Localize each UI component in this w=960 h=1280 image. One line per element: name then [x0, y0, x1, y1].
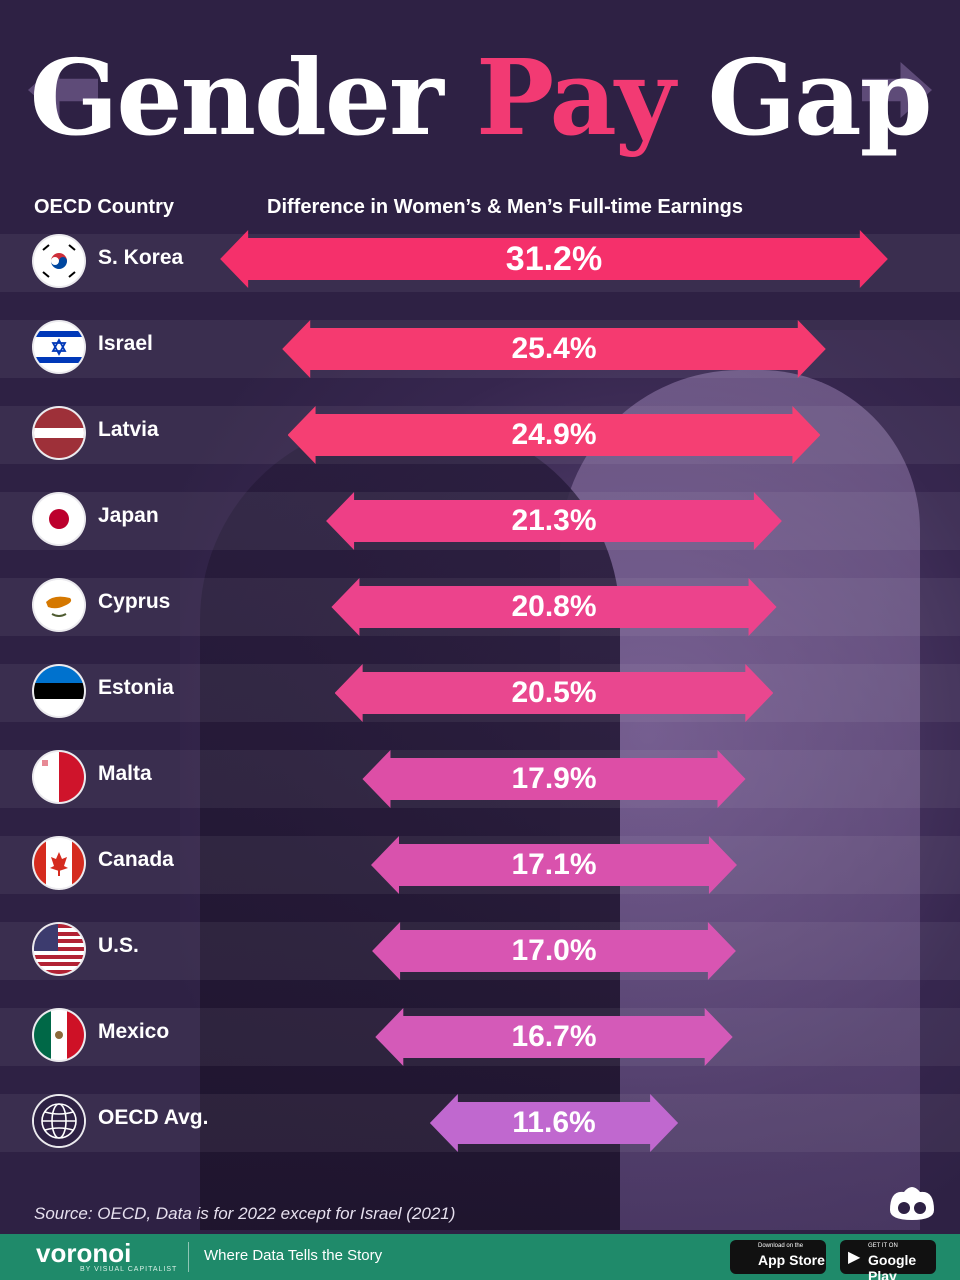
chart-row: Latvia 24.9% [0, 402, 960, 488]
lv-flag-icon [34, 408, 84, 458]
bar: 16.7% [375, 1008, 732, 1066]
bar: 24.9% [288, 406, 821, 464]
brand-subtitle: BY VISUAL CAPITALIST [80, 1266, 178, 1273]
chart-row: S. Korea 31.2% [0, 230, 960, 316]
chart-row: Canada 17.1% [0, 832, 960, 918]
bar: 20.5% [335, 664, 774, 722]
chart-row: Estonia 20.5% [0, 660, 960, 746]
ee-flag-icon [34, 666, 84, 716]
woman-silhouette [200, 420, 620, 1230]
country-label: Estonia [98, 676, 174, 699]
country-label: Japan [98, 504, 159, 527]
google-play-icon: ▶ [848, 1249, 861, 1266]
country-column-header: OECD Country [34, 196, 174, 218]
bar-value-label: 21.3% [511, 504, 597, 537]
bar-arrow-shape [220, 230, 888, 288]
chart-row: OECD Avg. 11.6% [0, 1090, 960, 1176]
country-label: Israel [98, 332, 153, 355]
google-play-button[interactable]: ▶ GET IT ON Google Play [840, 1240, 936, 1280]
google-play-label: Google Play [868, 1252, 917, 1280]
bar: 21.3% [326, 492, 782, 550]
il-flag-icon [34, 322, 84, 372]
cy-flag-icon [34, 580, 84, 630]
bar-value-label: 20.5% [511, 676, 597, 709]
bar-value-label: 20.8% [511, 590, 597, 623]
bar: 17.9% [362, 750, 745, 808]
title-part-gender: Gender [29, 36, 477, 159]
country-label: U.S. [98, 934, 139, 957]
country-label: S. Korea [98, 246, 184, 269]
country-label: OECD Avg. [98, 1106, 209, 1129]
country-label: Mexico [98, 1020, 170, 1043]
mx-flag-icon [34, 1010, 84, 1060]
bar-arrow-shape [371, 836, 737, 894]
bar-value-label: 25.4% [511, 332, 597, 365]
source-note: Source: OECD, Data is for 2022 except fo… [34, 1204, 456, 1223]
bar-arrow-shape [331, 578, 776, 636]
country-label: Cyprus [98, 590, 171, 613]
footer-bar: voronoi BY VISUAL CAPITALIST Where Data … [0, 1234, 960, 1280]
bar-arrow-shape [430, 1094, 678, 1152]
bar-value-label: 11.6% [512, 1106, 596, 1139]
chart-row: Mexico 16.7% [0, 1004, 960, 1090]
bar-arrow-shape [282, 320, 826, 378]
jp-flag-icon [34, 494, 84, 544]
bar-arrow-shape [335, 664, 774, 722]
country-label: Latvia [98, 418, 159, 441]
us-flag-icon [34, 924, 84, 974]
chart-row: Malta 17.9% [0, 746, 960, 832]
bar: 17.0% [372, 922, 736, 980]
voronoi-brand[interactable]: voronoi [36, 1238, 132, 1268]
bar-arrow-shape [375, 1008, 732, 1066]
country-label: Malta [98, 762, 152, 785]
bar-value-label: 31.2% [505, 240, 603, 278]
globe-icon [34, 1096, 84, 1146]
bar-value-label: 16.7% [511, 1020, 597, 1053]
bar-arrow-shape [362, 750, 745, 808]
bar-value-label: 17.0% [511, 934, 597, 967]
chart-row: Japan 21.3% [0, 488, 960, 574]
chart-row: Cyprus 20.8% [0, 574, 960, 660]
bar-arrow-shape [288, 406, 821, 464]
title-part-gap: Gap [673, 36, 932, 159]
bar: 20.8% [331, 578, 776, 636]
chart-row: Israel 25.4% [0, 316, 960, 402]
title-part-pay: Pay [476, 36, 675, 159]
bar-value-label: 17.1% [511, 848, 597, 881]
bar: 25.4% [282, 320, 826, 378]
difference-column-header: Difference in Women’s & Men’s Full-time … [267, 196, 744, 218]
chart-row: U.S. 17.0% [0, 918, 960, 1004]
bar-value-label: 24.9% [511, 418, 597, 451]
bar: 11.6% [430, 1094, 678, 1152]
bar: 17.1% [371, 836, 737, 894]
mt-flag-icon [34, 752, 84, 802]
app-store-small-label: Download on the [758, 1243, 804, 1249]
footer-tagline: Where Data Tells the Story [204, 1247, 383, 1264]
kr-flag-icon [34, 236, 84, 286]
footer-divider [188, 1242, 189, 1272]
country-label: Canada [98, 848, 174, 871]
app-store-label: App Store [758, 1252, 825, 1268]
google-play-small-label: GET IT ON [868, 1243, 898, 1249]
ca-flag-icon [34, 838, 84, 888]
bar-arrow-shape [372, 922, 736, 980]
visual-capitalist-logo-icon [890, 1187, 934, 1220]
bar: 31.2% [220, 230, 888, 288]
bar-arrow-shape [326, 492, 782, 550]
app-store-button[interactable]: Download on the App Store [730, 1240, 826, 1274]
bar-value-label: 17.9% [511, 762, 597, 795]
chart-title: Gender Pay Gap [0, 28, 960, 168]
